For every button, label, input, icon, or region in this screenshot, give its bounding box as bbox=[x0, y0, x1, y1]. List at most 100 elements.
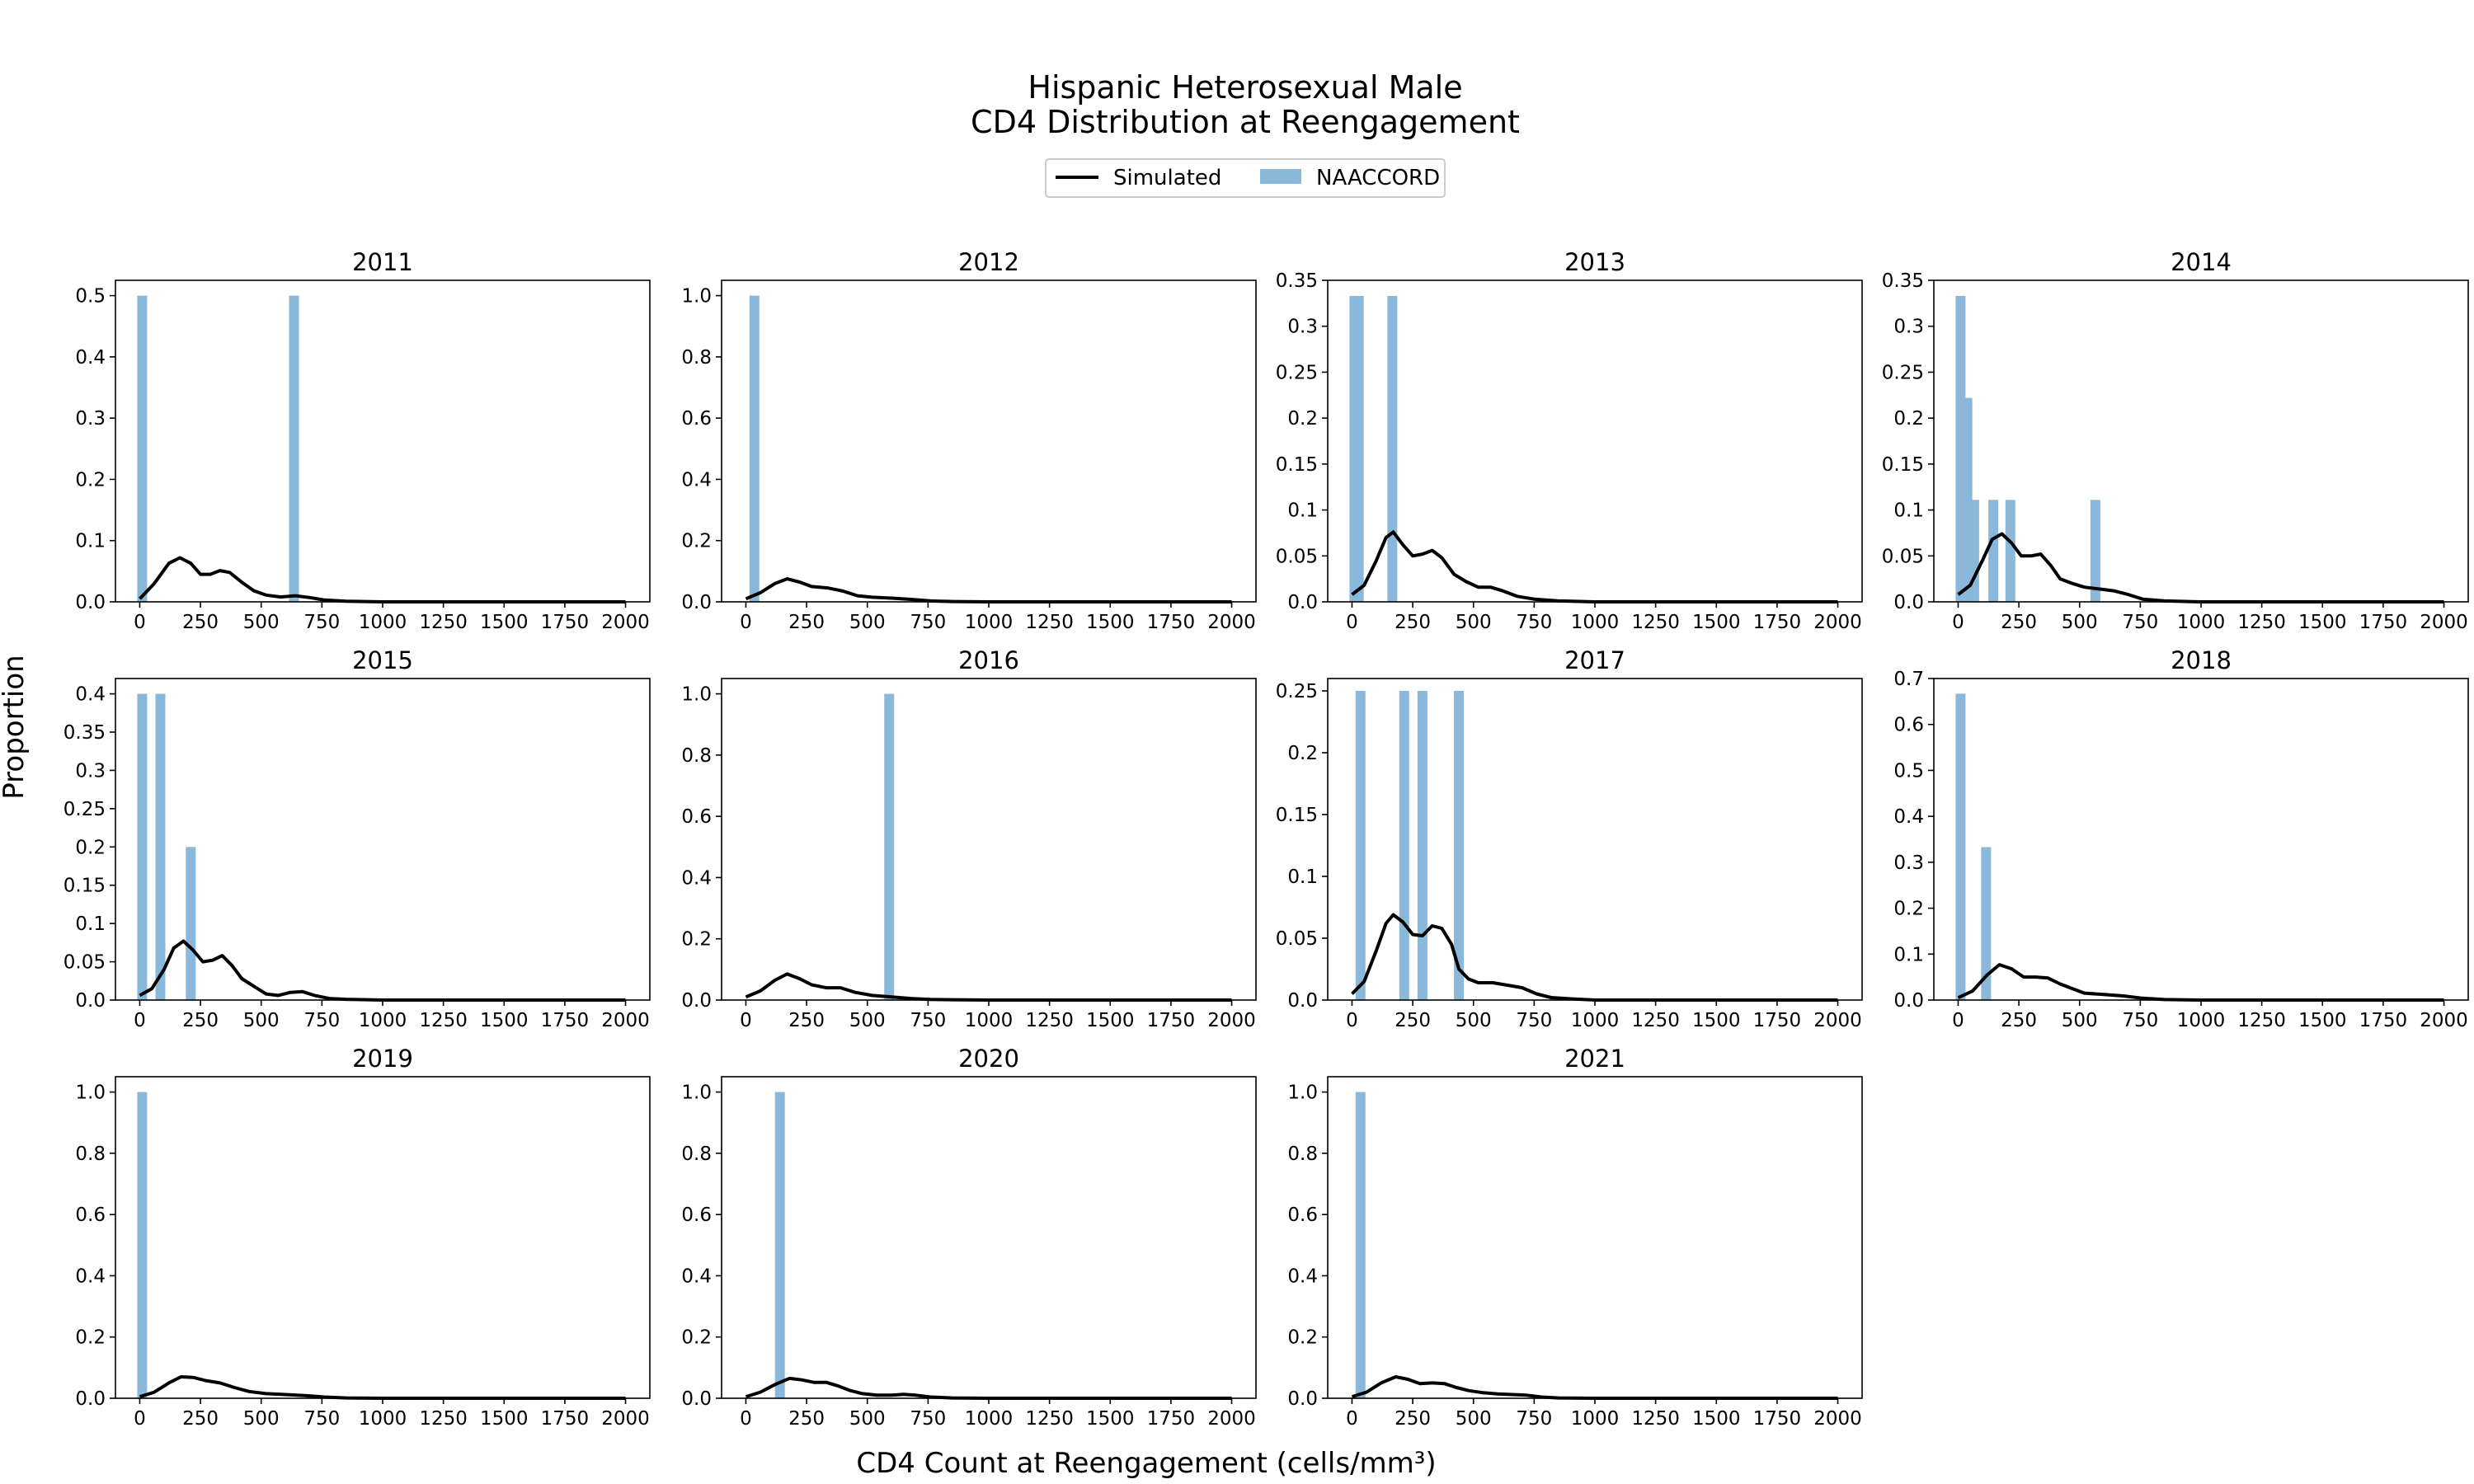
panel-2019-xtick-label-1500: 1500 bbox=[480, 1408, 529, 1430]
panel-2014-xtick-label-500: 500 bbox=[2062, 612, 2098, 633]
panel-2013-ytick-label-0.3: 0.3 bbox=[1287, 317, 1318, 338]
panel-2012-title: 2012 bbox=[958, 248, 1019, 276]
panel-2020-simulated-line bbox=[745, 1376, 1232, 1400]
panel-2011-ytick-label-0.3: 0.3 bbox=[75, 408, 106, 430]
panel-2019-ytick-label-0.2: 0.2 bbox=[75, 1327, 106, 1349]
panel-2020-xtick-label-1500: 1500 bbox=[1086, 1408, 1135, 1430]
panel-2012-xtick-label-750: 750 bbox=[910, 612, 946, 633]
panel-2018-xtick-label-750: 750 bbox=[2122, 1010, 2158, 1031]
panel-2013-ytick-label-0.25: 0.25 bbox=[1276, 362, 1318, 383]
panel-2013-xtick-label-1500: 1500 bbox=[1692, 612, 1741, 633]
panel-2019: 0 250 500 750 1000 1250 1500 1750 2000 0.0 0.2 0.4 0… bbox=[75, 1045, 651, 1430]
panel-2015: 0 250 500 750 1000 1250 1500 1750 2000 0.0 0.05 0.1… bbox=[63, 646, 651, 1031]
panel-2013-xtick-label-250: 250 bbox=[1395, 612, 1431, 633]
panel-2012-ytick-label-1: 1.0 bbox=[681, 286, 712, 308]
panel-2021-simulated-line bbox=[1351, 1375, 1838, 1400]
panel-2018-xtick-label-1500: 1500 bbox=[2298, 1010, 2347, 1031]
panel-2018-ytick-label-0.4: 0.4 bbox=[1893, 806, 1924, 828]
panel-2014-xtick-label-250: 250 bbox=[2001, 612, 2037, 633]
panel-2011-ytick-label-0.1: 0.1 bbox=[75, 531, 106, 552]
panel-2012-ytick-label-0: 0.0 bbox=[681, 592, 712, 613]
panel-2014-ytick-label-0.25: 0.25 bbox=[1882, 362, 1924, 383]
panel-2011-xtick-label-2000: 2000 bbox=[601, 612, 650, 633]
panel-2021-bar-0 bbox=[1355, 1092, 1366, 1398]
panel-2018-ytick-label-0.6: 0.6 bbox=[1893, 715, 1924, 736]
panel-2021-ytick-label-0: 0.0 bbox=[1287, 1388, 1318, 1410]
panel-2014-bar-4 bbox=[2005, 500, 2015, 602]
panel-2018-xtick-label-250: 250 bbox=[2001, 1010, 2037, 1031]
panel-2016-bar-0 bbox=[884, 693, 895, 1000]
panel-2017-xtick-label-1750: 1750 bbox=[1753, 1010, 1802, 1031]
y-axis-label: Proportion bbox=[0, 655, 31, 799]
panel-2018-bar-1 bbox=[1981, 847, 1992, 1000]
panel-2015-ytick-label-0.05: 0.05 bbox=[63, 952, 106, 974]
panel-2014-xtick-label-1250: 1250 bbox=[2237, 612, 2286, 633]
legend-frame bbox=[1045, 158, 1446, 198]
panel-2016-ytick-label-0.8: 0.8 bbox=[681, 745, 712, 767]
panel-2017-xtick-label-500: 500 bbox=[1456, 1010, 1492, 1031]
panel-2014-simulated-line bbox=[1957, 532, 2444, 603]
panel-2017-ytick-label-0.05: 0.05 bbox=[1276, 928, 1318, 950]
panel-2016-ytick-label-1: 1.0 bbox=[681, 684, 712, 706]
panel-2012-bar-0 bbox=[749, 295, 760, 602]
panel-2020-xtick-label-250: 250 bbox=[788, 1408, 825, 1430]
figure-title-line-1: Hispanic Heterosexual Male bbox=[1028, 69, 1462, 106]
x-axis-label: CD4 Count at Reengagement (cells/mm³) bbox=[856, 1447, 1436, 1480]
panel-2012-xtick-label-1250: 1250 bbox=[1025, 612, 1074, 633]
panel-2012-xtick-label-1500: 1500 bbox=[1086, 612, 1135, 633]
panel-2016-ytick-label-0.4: 0.4 bbox=[681, 867, 712, 889]
legend-label-simulated: Simulated bbox=[1113, 166, 1221, 190]
panel-2016-xtick-label-1250: 1250 bbox=[1025, 1010, 1074, 1031]
panel-2015-ytick-label-0.3: 0.3 bbox=[75, 760, 106, 782]
panel-2015-xtick-label-1250: 1250 bbox=[419, 1010, 468, 1031]
panel-2015-xtick-label-1000: 1000 bbox=[359, 1010, 407, 1031]
panel-2014-xtick-label-2000: 2000 bbox=[2420, 612, 2468, 633]
panel-2016-xtick-label-250: 250 bbox=[788, 1010, 825, 1031]
panel-2016-xtick-label-750: 750 bbox=[910, 1010, 946, 1031]
panel-2018-xtick-label-500: 500 bbox=[2062, 1010, 2098, 1031]
panel-2015-bar-1 bbox=[155, 693, 166, 1000]
panel-2016-xtick-label-500: 500 bbox=[849, 1010, 886, 1031]
panel-2015-xtick-label-250: 250 bbox=[182, 1010, 219, 1031]
legend-swatch-naaccord bbox=[1260, 169, 1301, 184]
panel-2015-ytick-label-0.2: 0.2 bbox=[75, 837, 106, 858]
panel-2011-xtick-label-250: 250 bbox=[182, 612, 219, 633]
panel-2017-xtick-label-750: 750 bbox=[1516, 1010, 1552, 1031]
panel-2014-xtick-label-1000: 1000 bbox=[2177, 612, 2226, 633]
panel-2014-ytick-label-0.15: 0.15 bbox=[1882, 454, 1924, 476]
panel-2016-ytick-label-0.2: 0.2 bbox=[681, 929, 712, 951]
panel-2021-xtick-label-1500: 1500 bbox=[1692, 1408, 1741, 1430]
panel-2020-xtick-label-1250: 1250 bbox=[1025, 1408, 1074, 1430]
panel-2011-bar-1 bbox=[289, 295, 299, 602]
panel-2014-ytick-label-0.2: 0.2 bbox=[1893, 408, 1924, 430]
panel-2020-xtick-label-0: 0 bbox=[740, 1408, 752, 1430]
panel-2019-title: 2019 bbox=[352, 1045, 413, 1073]
panel-2019-ytick-label-0.8: 0.8 bbox=[75, 1144, 106, 1165]
panel-2012-xtick-label-250: 250 bbox=[788, 612, 825, 633]
panel-2013-bar-1 bbox=[1353, 295, 1364, 602]
panel-2011-xtick-label-500: 500 bbox=[243, 612, 280, 633]
panel-2013-ytick-label-0.35: 0.35 bbox=[1276, 270, 1318, 292]
panel-2017-xtick-label-1500: 1500 bbox=[1692, 1010, 1741, 1031]
panel-2020-ytick-label-0.4: 0.4 bbox=[681, 1266, 712, 1287]
panel-2018-xtick-label-1000: 1000 bbox=[2177, 1010, 2226, 1031]
panel-2017-ytick-label-0: 0.0 bbox=[1287, 990, 1318, 1012]
panel-2020-ytick-label-1: 1.0 bbox=[681, 1082, 712, 1104]
panel-2019-xtick-label-0: 0 bbox=[134, 1408, 146, 1430]
panel-2014-bar-3 bbox=[1988, 500, 1999, 602]
panel-2017-title: 2017 bbox=[1564, 646, 1625, 674]
panel-2015-ytick-label-0.15: 0.15 bbox=[63, 876, 106, 897]
panel-2015-xtick-label-2000: 2000 bbox=[601, 1010, 650, 1031]
panel-2016-ytick-label-0: 0.0 bbox=[681, 990, 712, 1012]
panel-2020-xtick-label-1750: 1750 bbox=[1147, 1408, 1196, 1430]
panel-2011-bar-0 bbox=[137, 295, 148, 602]
panel-2021-xtick-label-2000: 2000 bbox=[1813, 1408, 1862, 1430]
panel-2021-ytick-label-1: 1.0 bbox=[1287, 1082, 1318, 1104]
panel-2013-xtick-label-750: 750 bbox=[1516, 612, 1552, 633]
panel-2019-xtick-label-1000: 1000 bbox=[359, 1408, 407, 1430]
panel-2019-simulated-line bbox=[139, 1375, 626, 1400]
panel-2021-title: 2021 bbox=[1564, 1045, 1625, 1073]
panel-2021-ytick-label-0.4: 0.4 bbox=[1287, 1266, 1318, 1287]
panel-2014-ytick-label-0.05: 0.05 bbox=[1882, 546, 1924, 567]
panel-2019-xtick-label-1750: 1750 bbox=[541, 1408, 590, 1430]
